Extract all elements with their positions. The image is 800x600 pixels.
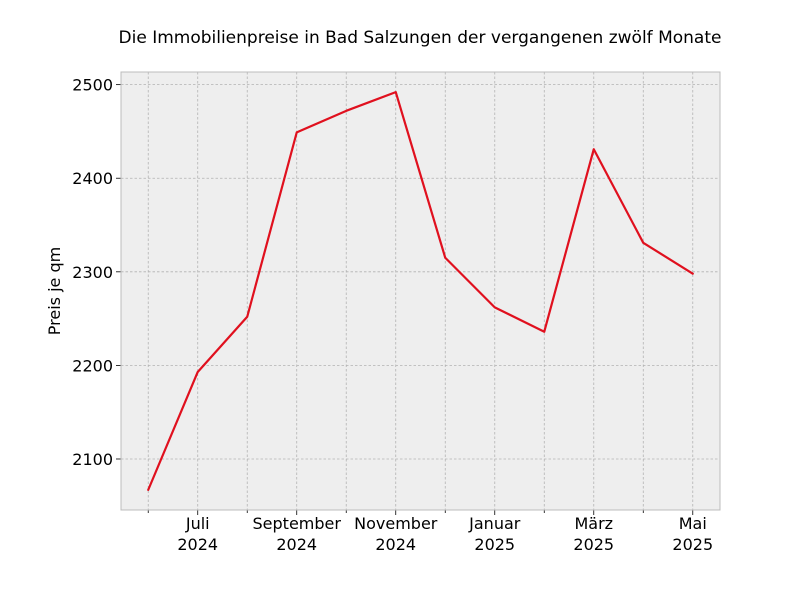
- x-tick-label-month: März: [574, 514, 613, 533]
- x-tick-label-month: Mai: [679, 514, 707, 533]
- y-tick-label: 2300: [72, 263, 113, 282]
- x-tick-label-year: 2024: [375, 535, 416, 554]
- y-tick-label: 2500: [72, 76, 113, 95]
- chart-title: Die Immobilienpreise in Bad Salzungen de…: [119, 28, 722, 48]
- x-tick-label-month: Juli: [185, 514, 210, 533]
- plot-frame: [120, 71, 721, 511]
- y-tick-label: 2200: [72, 356, 113, 375]
- x-tick-label-year: 2025: [573, 535, 614, 554]
- x-tick-label-month: Januar: [468, 514, 521, 533]
- x-tick-label-month: November: [354, 514, 438, 533]
- x-tick-label-year: 2025: [672, 535, 713, 554]
- y-axis-label: Preis je qm: [45, 247, 64, 335]
- x-tick-label-year: 2024: [276, 535, 317, 554]
- y-tick-label: 2400: [72, 169, 113, 188]
- series-line-0: [147, 91, 694, 491]
- x-tick-label-year: 2024: [177, 535, 218, 554]
- plot-background: [121, 72, 720, 510]
- plot-area: 2100 2200 2300 2400 2500 Juli 2024 September 202…: [72, 71, 721, 554]
- x-tick-label-year: 2025: [474, 535, 515, 554]
- y-tick-label: 2100: [72, 450, 113, 469]
- x-tick-label-month: September: [253, 514, 342, 533]
